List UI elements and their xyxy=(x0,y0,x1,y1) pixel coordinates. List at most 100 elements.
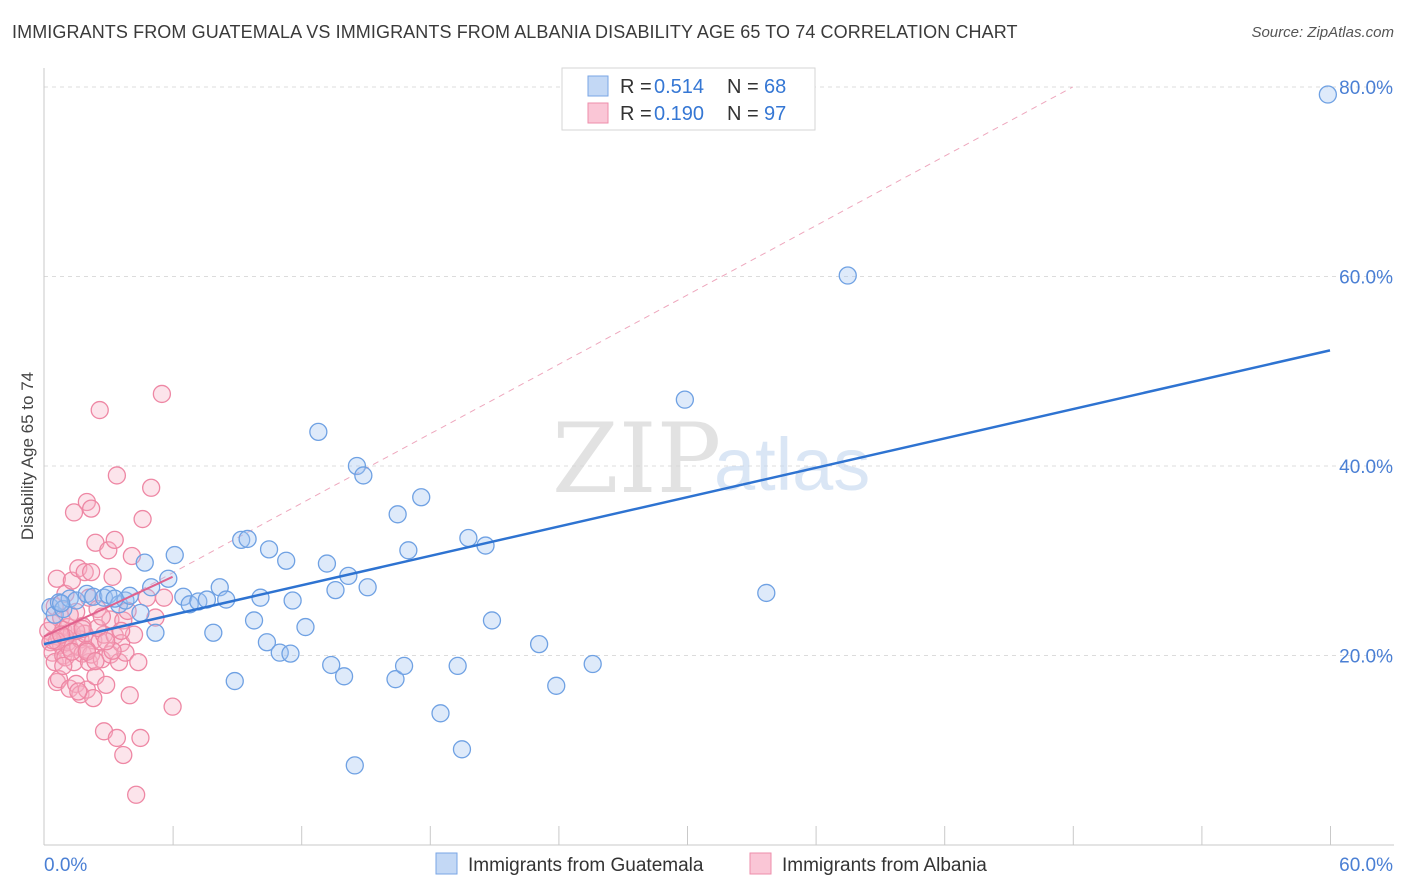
guatemala-point-41 xyxy=(326,580,345,600)
guatemala-point-28 xyxy=(238,529,257,549)
guatemala-point-48 xyxy=(386,670,405,689)
guatemala-point-30 xyxy=(251,588,270,607)
legend-row-blue: R = 0.514 N = 68 xyxy=(620,76,786,98)
guatemala-point-54 xyxy=(448,656,467,676)
guatemala-point-29 xyxy=(244,611,264,630)
albania-point-83 xyxy=(54,656,73,676)
albania-point-38 xyxy=(82,499,101,518)
top-legend: R = 0.514 N = 68 R = 0.190 N = 97 xyxy=(561,67,816,131)
guatemala-point-14 xyxy=(135,553,154,572)
albania-point-50 xyxy=(97,675,116,695)
legend-n-label-blue: N = xyxy=(727,76,764,98)
guatemala-point-32 xyxy=(259,540,279,559)
albania-point-88 xyxy=(103,641,122,660)
albania-point-6 xyxy=(47,569,67,588)
trendline-layer xyxy=(43,349,1331,646)
reference-layer xyxy=(43,86,1074,643)
guatemala-point-63 xyxy=(757,583,776,603)
albania-point-68 xyxy=(127,785,146,804)
albania-trendline xyxy=(43,575,174,638)
axis-layer xyxy=(43,68,1394,846)
y-tick-label-60: 60.0% xyxy=(1339,267,1393,288)
chart-source: Source: ZipAtlas.com xyxy=(1251,24,1394,41)
guatemala-point-51 xyxy=(399,541,418,560)
guatemala-point-66 xyxy=(51,594,71,613)
y-axis-label: Disability Age 65 to 74 xyxy=(18,372,37,540)
guatemala-point-40 xyxy=(322,655,341,675)
watermark-zip: ZIP xyxy=(552,403,721,515)
bottom-legend-swatch-guatemala xyxy=(435,852,458,875)
legend-swatch-blue xyxy=(587,75,609,97)
guatemala-point-67 xyxy=(105,589,124,608)
guatemala-point-34 xyxy=(277,551,296,570)
legend-swatch-pink xyxy=(587,102,609,124)
albania-point-92 xyxy=(69,682,88,701)
guatemala-point-45 xyxy=(347,456,367,476)
tick-labels: 20.0% 40.0% 60.0% 80.0% 0.0% 60.0% xyxy=(44,78,1393,876)
legend-n-value-pink: 97 xyxy=(764,103,786,125)
guatemala-point-65 xyxy=(1318,85,1338,104)
legend-r-value-blue: 0.514 xyxy=(654,76,704,98)
y-tick-label-40: 40.0% xyxy=(1339,457,1393,478)
albania-point-55 xyxy=(105,530,124,550)
guatemala-point-35 xyxy=(281,644,300,663)
legend-r-value-pink: 0.190 xyxy=(654,103,704,125)
guatemala-point-55 xyxy=(452,740,472,759)
albania-point-75 xyxy=(152,384,172,404)
albania-point-58 xyxy=(107,466,127,485)
guatemala-point-52 xyxy=(412,488,431,507)
guatemala-point-38 xyxy=(309,422,328,442)
guatemala-point-39 xyxy=(317,554,337,573)
albania-point-91 xyxy=(62,642,82,661)
guatemala-point-50 xyxy=(394,656,414,676)
guatemala-point-46 xyxy=(354,466,373,485)
y-tick-label-20: 20.0% xyxy=(1339,646,1393,667)
reference-diagonal-line xyxy=(43,86,1074,643)
albania-points xyxy=(39,384,182,804)
albania-point-45 xyxy=(90,400,109,420)
guatemala-point-31 xyxy=(257,633,277,652)
guatemala-point-13 xyxy=(131,603,150,622)
guatemala-point-47 xyxy=(358,578,377,597)
albania-point-73 xyxy=(142,478,161,497)
bottom-legend-label-guatemala: Immigrants from Guatemala xyxy=(468,855,704,876)
bottom-legend-swatch-albania xyxy=(749,852,772,875)
watermark: ZIP atlas xyxy=(552,403,870,515)
grid-layer xyxy=(44,86,1394,656)
guatemala-point-23 xyxy=(204,623,223,642)
albania-point-71 xyxy=(133,509,152,529)
guatemala-point-36 xyxy=(283,591,302,610)
guatemala-point-49 xyxy=(388,505,407,524)
bottom-legend-label-albania: Immigrants from Albania xyxy=(782,855,987,876)
legend-row-pink: R = 0.190 N = 97 xyxy=(620,103,786,125)
watermark-atlas: atlas xyxy=(714,423,870,506)
legend-r-label-blue: R = xyxy=(620,76,657,98)
guatemala-point-27 xyxy=(232,530,251,550)
albania-point-77 xyxy=(163,697,182,716)
bottom-legend: Immigrants from Guatemala Immigrants fro… xyxy=(435,852,987,876)
guatemala-point-37 xyxy=(296,617,315,637)
guatemala-trendline xyxy=(43,349,1331,646)
albania-point-86 xyxy=(82,562,101,582)
albania-point-59 xyxy=(109,652,129,672)
albania-point-65 xyxy=(120,686,139,705)
chart-title: IMMIGRANTS FROM GUATEMALA VS IMMIGRANTS … xyxy=(12,22,1018,42)
legend-n-value-blue: 68 xyxy=(764,76,786,98)
albania-point-41 xyxy=(84,688,103,708)
albania-point-51 xyxy=(99,541,118,560)
albania-point-76 xyxy=(154,588,174,607)
guatemala-point-16 xyxy=(146,623,165,642)
guatemala-point-53 xyxy=(431,704,450,723)
albania-point-70 xyxy=(131,728,150,748)
albania-point-32 xyxy=(75,562,94,582)
guatemala-point-18 xyxy=(165,545,184,565)
guatemala-point-4 xyxy=(60,589,79,608)
legend-r-label-pink: R = xyxy=(620,103,657,125)
albania-point-57 xyxy=(107,728,127,748)
albania-point-69 xyxy=(129,652,148,672)
x-tick-label-60: 60.0% xyxy=(1339,855,1393,876)
guatemala-point-56 xyxy=(459,528,478,548)
guatemala-point-58 xyxy=(482,611,502,630)
x-tick-label-0: 0.0% xyxy=(44,855,87,876)
albania-point-61 xyxy=(114,745,133,765)
